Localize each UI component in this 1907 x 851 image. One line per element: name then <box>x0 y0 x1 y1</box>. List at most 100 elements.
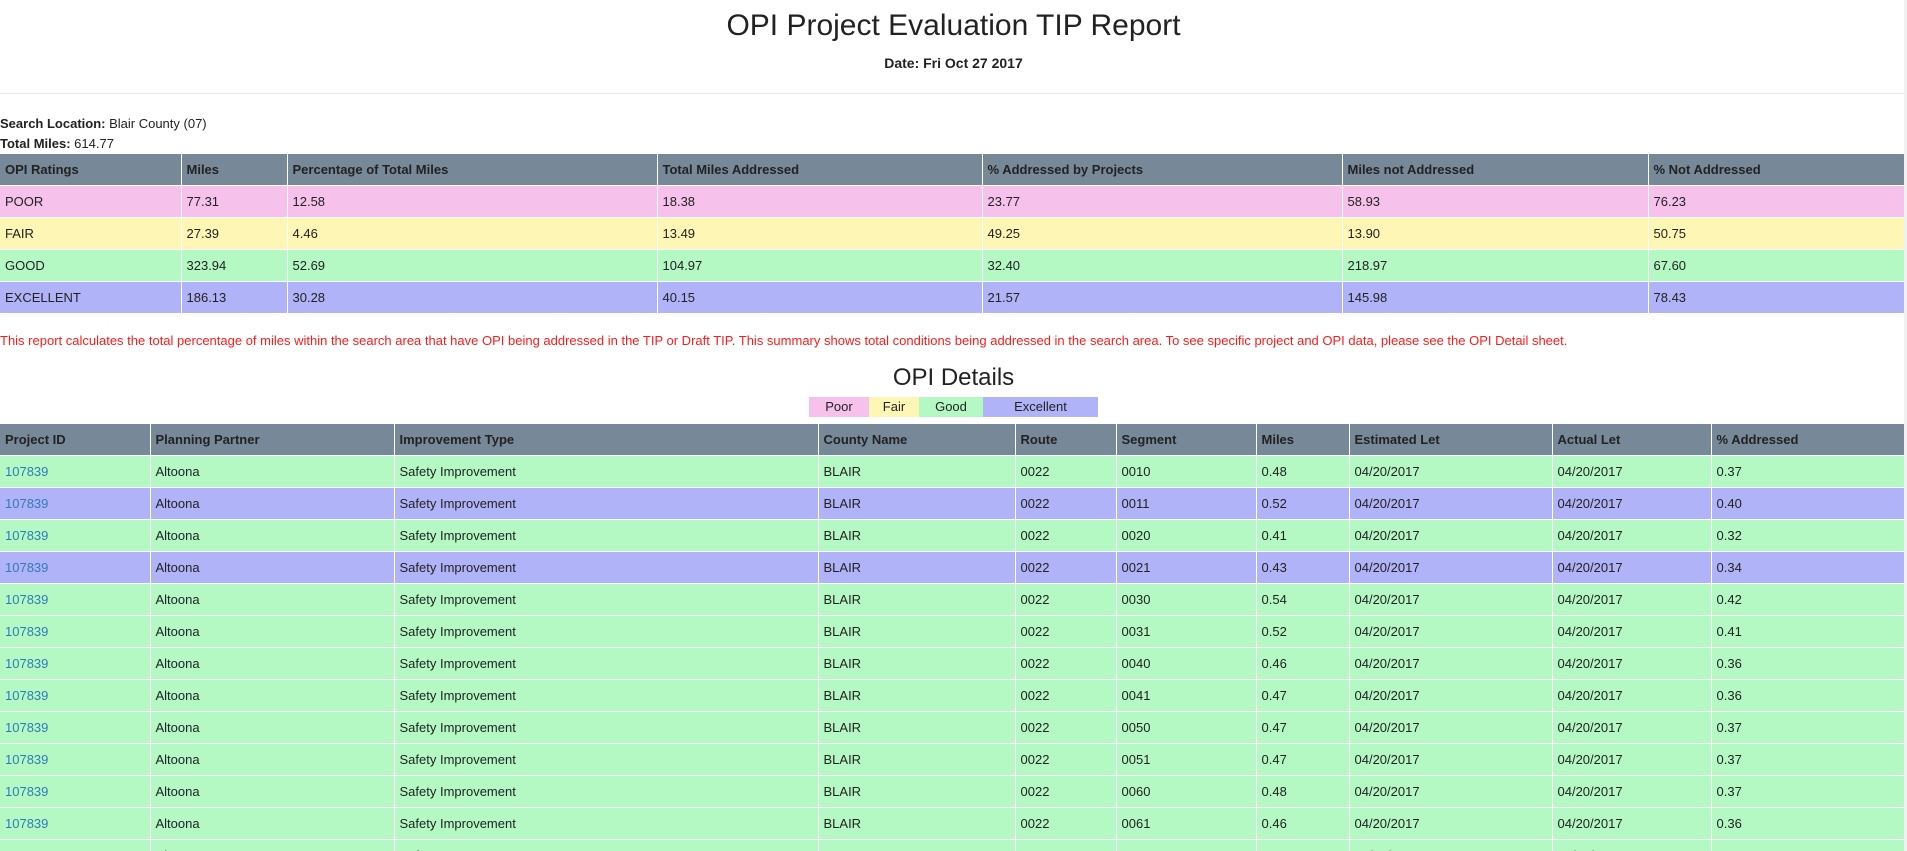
table-cell: Altoona <box>150 711 395 744</box>
column-header: % Addressed by Projects <box>982 154 1343 186</box>
project-id-link[interactable]: 107839 <box>5 752 49 767</box>
table-cell: 107839 <box>0 743 151 776</box>
table-cell: 0.47 <box>1256 743 1350 776</box>
table-cell: 04/20/2017 <box>1552 743 1712 776</box>
project-id-link[interactable]: 107839 <box>5 784 49 799</box>
table-cell: 76.23 <box>1648 185 1905 218</box>
table-cell: BLAIR <box>818 679 1016 712</box>
table-cell: 0.34 <box>1711 551 1905 584</box>
table-cell: 107839 <box>0 455 151 488</box>
table-cell: Safety Improvement <box>394 519 819 552</box>
table-cell: 04/20/2017 <box>1349 775 1553 808</box>
table-cell: 323.94 <box>181 249 288 282</box>
table-row: EXCELLENT 186.13 30.28 40.15 21.57 145.98 78.4… <box>0 281 1905 313</box>
page-scrollbar[interactable] <box>1904 0 1907 851</box>
table-row: FAIR 27.39 4.46 13.49 49.25 13.90 50.75 <box>0 217 1905 250</box>
table-cell: 0022 <box>1015 743 1117 776</box>
table-cell: 04/20/2017 <box>1552 647 1712 680</box>
table-cell: 107839 <box>0 839 151 851</box>
report-header: OPI Project Evaluation TIP Report Date: … <box>0 0 1907 94</box>
table-cell: 0022 <box>1015 519 1117 552</box>
table-cell: 04/20/2017 <box>1349 647 1553 680</box>
project-id-link[interactable]: 107839 <box>5 688 49 703</box>
table-cell: 04/20/2017 <box>1552 679 1712 712</box>
table-cell: BLAIR <box>818 583 1016 616</box>
table-cell: 04/20/2017 <box>1349 487 1553 520</box>
table-cell: 0011 <box>1116 487 1257 520</box>
table-cell: 107839 <box>0 615 151 648</box>
table-cell: 0.46 <box>1256 647 1350 680</box>
table-cell: 0020 <box>1116 519 1257 552</box>
project-id-link[interactable]: 107839 <box>5 496 49 511</box>
table-cell: 0030 <box>1116 583 1257 616</box>
column-header: Improvement Type <box>394 424 819 456</box>
table-cell: Safety Improvement <box>394 743 819 776</box>
project-id-link[interactable]: 107839 <box>5 848 48 851</box>
table-cell: Altoona <box>150 551 395 584</box>
table-cell: Safety Improvement <box>394 711 819 744</box>
table-cell: Safety Improvement <box>394 647 819 680</box>
table-cell: 04/20/2017 <box>1552 551 1712 584</box>
table-cell: 49.25 <box>982 217 1343 250</box>
table-cell: 78.43 <box>1648 281 1905 313</box>
page-title: OPI Project Evaluation TIP Report <box>726 9 1181 42</box>
table-cell: BLAIR <box>818 711 1016 744</box>
table-cell: 107839 <box>0 519 151 552</box>
project-id-link[interactable]: 107839 <box>5 656 49 671</box>
table-cell: 04/20/2017 <box>1552 711 1712 744</box>
details-header-row: Project ID Planning Partner Improvement Ty… <box>0 424 1905 456</box>
table-cell: 0022 <box>1015 711 1117 744</box>
table-cell: 4.46 <box>287 217 658 250</box>
table-cell: 0022 <box>1015 775 1117 808</box>
table-cell: 218.97 <box>1342 249 1649 282</box>
project-id-link[interactable]: 107839 <box>5 816 49 831</box>
table-cell: Safety Improvement <box>394 839 819 851</box>
table-cell: 0050 <box>1116 711 1257 744</box>
table-cell: 58.93 <box>1342 185 1649 218</box>
table-cell: 0040 <box>1116 647 1257 680</box>
search-location: Search Location: Blair County (07) <box>0 114 1907 134</box>
table-cell: 0.41 <box>1711 615 1905 648</box>
project-id-link[interactable]: 107839 <box>5 720 49 735</box>
table-cell: 50.75 <box>1648 217 1905 250</box>
table-cell: 18.38 <box>657 185 983 218</box>
table-cell: 52.69 <box>287 249 658 282</box>
column-header: County Name <box>818 424 1016 456</box>
project-id-link[interactable]: 107839 <box>5 624 49 639</box>
table-cell: 0.41 <box>1256 519 1350 552</box>
table-cell: Safety Improvement <box>394 679 819 712</box>
table-cell: 04/20/2017 <box>1349 839 1553 851</box>
table-cell: 145.98 <box>1342 281 1649 313</box>
table-cell: 67.60 <box>1648 249 1905 282</box>
table-cell: 107839 <box>0 647 151 680</box>
table-cell: 0022 <box>1015 647 1117 680</box>
table-cell: 04/20/2017 <box>1552 775 1712 808</box>
table-cell: 77.31 <box>181 185 288 218</box>
table-cell: 04/20/2017 <box>1552 807 1712 840</box>
table-cell: 0.36 <box>1711 647 1905 680</box>
table-cell: 13.90 <box>1342 217 1649 250</box>
project-id-link[interactable]: 107839 <box>5 528 49 543</box>
table-cell: 0.36 <box>1711 839 1905 851</box>
table-cell: 04/20/2017 <box>1552 839 1712 851</box>
project-id-link[interactable]: 107839 <box>5 464 49 479</box>
project-id-link[interactable]: 107839 <box>5 560 49 575</box>
summary-header-row: OPI Ratings Miles Percentage of Total Mile… <box>0 154 1905 186</box>
table-cell: 104.97 <box>657 249 983 282</box>
table-cell: 107839 <box>0 679 151 712</box>
table-cell: 04/20/2017 <box>1552 615 1712 648</box>
table-cell: 0.40 <box>1711 487 1905 520</box>
column-header: Planning Partner <box>150 424 395 456</box>
table-cell: 04/20/2017 <box>1349 583 1553 616</box>
table-cell: 21.57 <box>982 281 1343 313</box>
table-cell: 0.37 <box>1711 711 1905 744</box>
table-cell: Safety Improvement <box>394 615 819 648</box>
project-id-link[interactable]: 107839 <box>5 592 49 607</box>
table-cell: 0031 <box>1116 615 1257 648</box>
table-cell: GOOD <box>0 249 182 282</box>
table-cell: 0061 <box>1116 807 1257 840</box>
